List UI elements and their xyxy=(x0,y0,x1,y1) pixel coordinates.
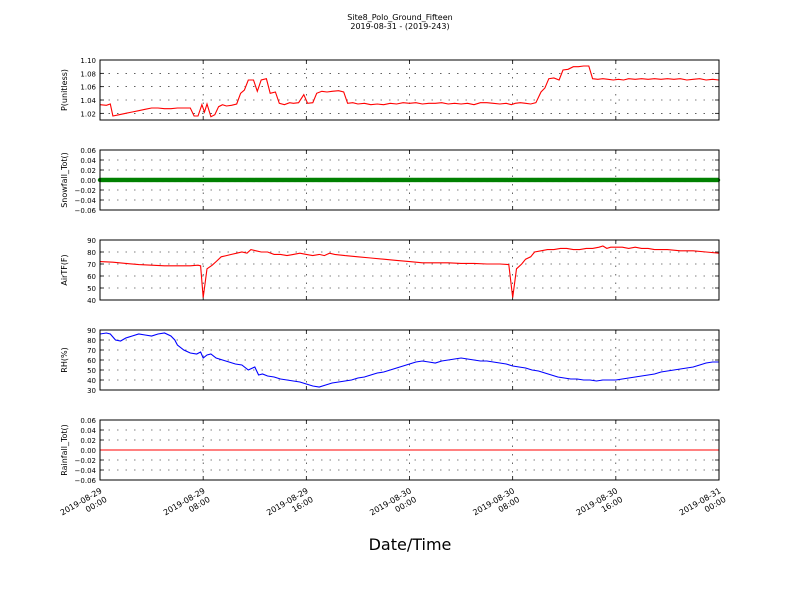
ytick-label: 90 xyxy=(87,327,96,335)
ytick-label: 50 xyxy=(87,285,96,293)
panel-frame xyxy=(99,239,720,301)
series-line xyxy=(99,332,719,388)
ytick-label: 0.06 xyxy=(80,417,96,425)
chart-subtitle: 2019-08-31 - (2019-243) xyxy=(350,22,449,31)
ytick-label: 0.04 xyxy=(80,427,96,435)
ytick-label: 90 xyxy=(87,237,96,245)
ytick-label: 40 xyxy=(87,377,96,385)
panel-frame xyxy=(99,149,720,211)
panel-3: 90 80 70 60 50 40 30 RH(%) xyxy=(60,327,720,395)
panel-frame xyxy=(99,59,720,121)
panel-frame xyxy=(99,419,720,481)
panel-frame xyxy=(99,329,720,391)
panel-1: 0.06 0.04 0.02 0.00 −0.02 −0.04 −0.06 Snowfall_… xyxy=(60,147,721,215)
ytick-label: 0.02 xyxy=(80,437,96,445)
ytick-label: −0.06 xyxy=(75,477,97,485)
ytick-label: −0.06 xyxy=(75,207,97,215)
ytick-label: 80 xyxy=(87,337,96,345)
ytick-label: 1.10 xyxy=(80,57,96,65)
y-axis-label: RH(%) xyxy=(60,347,69,372)
ytick-label: 0.00 xyxy=(80,177,96,185)
y-axis-label: Rainfall_Tot() xyxy=(60,424,69,476)
panels-group: 1.021.041.061.081.10P(unitless)0.060.040… xyxy=(60,57,721,485)
ytick-label: 70 xyxy=(87,261,96,269)
series-marker xyxy=(715,177,721,183)
panel-4: 0.06 0.04 0.02 0.00 −0.02 −0.04 −0.06 Rainfall_… xyxy=(60,417,720,485)
ytick-label: 0.04 xyxy=(80,157,96,165)
ytick-label: 0.06 xyxy=(80,147,96,155)
ytick-label: −0.02 xyxy=(75,187,96,195)
ytick-label: 40 xyxy=(87,297,96,305)
ytick-label: 60 xyxy=(87,357,96,365)
series-line xyxy=(99,65,720,118)
ytick-label: 60 xyxy=(87,273,96,281)
y-axis-label: Snowfall_Tot() xyxy=(60,152,69,208)
ytick-label: −0.02 xyxy=(75,457,96,465)
series-line xyxy=(99,245,720,298)
panel-0: 1.02 1.04 1.06 1.08 1.10 P(unitless) xyxy=(60,57,720,121)
ytick-label: −0.04 xyxy=(75,197,97,205)
ytick-label: 0.02 xyxy=(80,167,96,175)
ytick-label: 1.08 xyxy=(80,70,96,78)
ytick-label: 1.06 xyxy=(80,84,96,92)
chart-title: Site8_Polo_Ground_Fifteen xyxy=(347,13,452,22)
panel-2: 90 80 70 60 50 40 AirTF(F) xyxy=(60,237,720,305)
ytick-label: 80 xyxy=(87,249,96,257)
ytick-label: 30 xyxy=(87,387,96,395)
ytick-label: 70 xyxy=(87,347,96,355)
ytick-label: 1.02 xyxy=(80,110,96,118)
y-axis-label: P(unitless) xyxy=(60,69,69,111)
ytick-label: 50 xyxy=(87,367,96,375)
ytick-label: 0.00 xyxy=(80,447,96,455)
x-axis-label: Date/Time xyxy=(369,535,452,554)
y-axis-label: AirTF(F) xyxy=(60,254,69,285)
ytick-label: −0.04 xyxy=(75,467,97,475)
ytick-label: 1.04 xyxy=(80,97,96,105)
